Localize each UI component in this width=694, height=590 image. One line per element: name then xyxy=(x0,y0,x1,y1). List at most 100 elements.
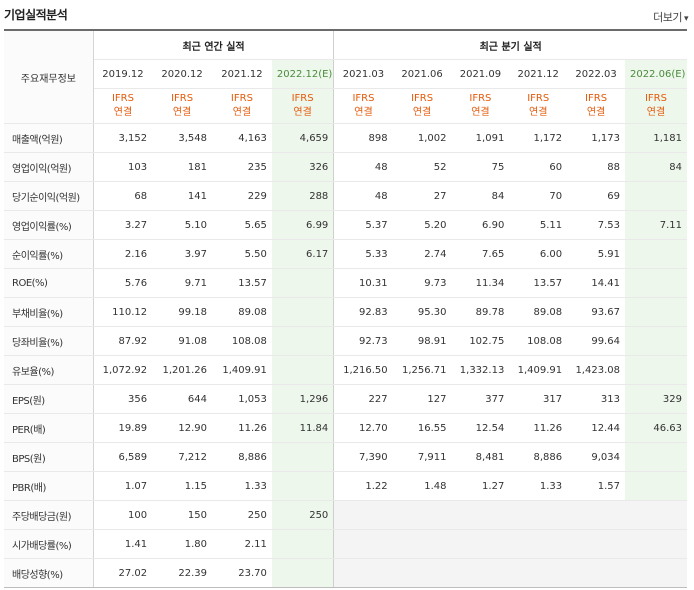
table-cell: 1,409.91 xyxy=(212,355,272,385)
table-cell: 48 xyxy=(333,181,393,211)
accounting-basis-label: IFRS 연결 xyxy=(392,88,452,124)
period-header: 2022.12(E) xyxy=(271,59,334,89)
table-cell: 75 xyxy=(451,152,510,182)
row-label: BPS(원) xyxy=(4,442,94,472)
table-row: BPS(원) 6,589 7,212 8,886 7,390 7,911 8,481 8,88… xyxy=(4,442,687,472)
consolidated-label: 연결 xyxy=(113,107,133,118)
table-cell: 5.37 xyxy=(333,210,393,240)
table-cell xyxy=(271,558,334,588)
ifrs-label: IFRS xyxy=(585,93,608,104)
table-cell: 1.07 xyxy=(93,471,153,501)
period-header: 2019.12 xyxy=(93,59,153,89)
table-cell xyxy=(509,558,568,588)
table-cell xyxy=(624,442,687,472)
table-row: 유보율(%) 1,072.92 1,201.26 1,409.91 1,216.50 1,… xyxy=(4,355,687,385)
table-cell xyxy=(624,558,687,588)
table-row: 시가배당률(%) 1.41 1.80 2.11 xyxy=(4,529,687,559)
row-label: 유보율(%) xyxy=(4,355,94,385)
table-row: EPS(원) 356 644 1,053 1,296 227 127 377 317 313 329 xyxy=(4,384,687,414)
table-cell xyxy=(567,529,625,559)
table-cell: 88 xyxy=(567,152,625,182)
accounting-basis-label: IFRS 연결 xyxy=(509,88,568,124)
table-cell xyxy=(624,239,687,269)
table-cell xyxy=(509,500,568,530)
table-cell: 1,216.50 xyxy=(333,355,393,385)
table-cell xyxy=(451,558,510,588)
table-cell: 9,034 xyxy=(567,442,625,472)
table-cell: 6.00 xyxy=(509,239,568,269)
table-cell: 5.10 xyxy=(152,210,212,240)
table-cell: 1.41 xyxy=(93,529,153,559)
table-cell: 23.70 xyxy=(212,558,272,588)
table-cell: 7.65 xyxy=(451,239,510,269)
more-button[interactable]: 더보기 ▾ xyxy=(653,9,688,25)
table-cell: 98.91 xyxy=(392,326,452,356)
table-cell: 3.97 xyxy=(152,239,212,269)
table-cell: 11.26 xyxy=(509,413,568,443)
row-label: 순이익률(%) xyxy=(4,239,94,269)
ifrs-label: IFRS xyxy=(291,93,314,104)
table-cell: 329 xyxy=(624,384,687,414)
table-cell: 1.22 xyxy=(333,471,393,501)
table-cell: 5.91 xyxy=(567,239,625,269)
consolidated-label: 연결 xyxy=(646,107,666,118)
table-row: 주당배당금(원) 100 150 250 250 xyxy=(4,500,687,530)
table-cell: 8,886 xyxy=(212,442,272,472)
table-cell: 108.08 xyxy=(509,326,568,356)
table-cell: 11.26 xyxy=(212,413,272,443)
table-cell: 5.50 xyxy=(212,239,272,269)
table-cell: 108.08 xyxy=(212,326,272,356)
table-cell: 356 xyxy=(93,384,153,414)
table-cell: 60 xyxy=(509,152,568,182)
financial-table: 주요재무정보 최근 연간 실적 최근 분기 실적 2019.12 2020.12 2… xyxy=(4,29,687,588)
table-cell: 326 xyxy=(271,152,334,182)
row-label: 당기순이익(억원) xyxy=(4,181,94,211)
table-cell: 5.76 xyxy=(93,268,153,298)
table-cell: 95.30 xyxy=(392,297,452,327)
table-cell xyxy=(271,355,334,385)
table-cell: 898 xyxy=(333,123,393,153)
table-cell: 103 xyxy=(93,152,153,182)
table-cell: 7.11 xyxy=(624,210,687,240)
table-cell: 1,409.91 xyxy=(509,355,568,385)
table-cell: 1.48 xyxy=(392,471,452,501)
table-cell: 27 xyxy=(392,181,452,211)
table-cell: 644 xyxy=(152,384,212,414)
table-cell: 70 xyxy=(509,181,568,211)
first-column-header: 주요재무정보 xyxy=(4,29,94,124)
consolidated-label: 연결 xyxy=(529,107,548,118)
table-row: PBR(배) 1.07 1.15 1.33 1.22 1.48 1.27 1.33 1.57 xyxy=(4,471,687,501)
table-cell: 13.57 xyxy=(509,268,568,298)
annual-group-header: 최근 연간 실적 xyxy=(93,29,334,60)
table-cell xyxy=(271,442,334,472)
accounting-basis-label: IFRS 연결 xyxy=(451,88,510,124)
table-cell: 227 xyxy=(333,384,393,414)
table-cell xyxy=(624,297,687,327)
table-cell: 229 xyxy=(212,181,272,211)
table-cell: 12.90 xyxy=(152,413,212,443)
table-cell xyxy=(271,529,334,559)
consolidated-label: 연결 xyxy=(412,107,432,118)
table-cell: 89.78 xyxy=(451,297,510,327)
table-cell: 313 xyxy=(567,384,625,414)
accounting-basis-label: IFRS 연결 xyxy=(567,88,625,124)
table-cell: 9.73 xyxy=(392,268,452,298)
table-cell: 6,589 xyxy=(93,442,153,472)
table-cell: 150 xyxy=(152,500,212,530)
table-cell: 16.55 xyxy=(392,413,452,443)
table-cell: 4,163 xyxy=(212,123,272,153)
table-cell: 12.44 xyxy=(567,413,625,443)
table-cell: 6.17 xyxy=(271,239,334,269)
table-cell: 7,390 xyxy=(333,442,393,472)
chevron-down-icon: ▾ xyxy=(683,14,689,24)
table-cell: 7,212 xyxy=(152,442,212,472)
table-cell: 1,332.13 xyxy=(451,355,510,385)
table-cell: 110.12 xyxy=(93,297,153,327)
table-cell: 68 xyxy=(93,181,153,211)
table-cell xyxy=(333,529,393,559)
table-cell: 84 xyxy=(624,152,687,182)
table-cell xyxy=(271,326,334,356)
period-header: 2021.12 xyxy=(212,59,272,89)
table-cell: 317 xyxy=(509,384,568,414)
table-cell: 1.15 xyxy=(152,471,212,501)
